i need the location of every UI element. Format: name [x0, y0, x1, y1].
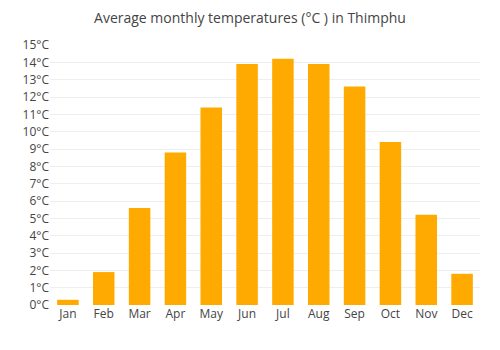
svg-text:Dec: Dec — [451, 305, 472, 322]
svg-text:Aug: Aug — [308, 305, 330, 322]
svg-text:8°C: 8°C — [29, 158, 49, 175]
svg-text:Sep: Sep — [344, 305, 365, 322]
svg-text:Mar: Mar — [128, 305, 150, 322]
svg-text:5°C: 5°C — [29, 210, 49, 227]
svg-text:Oct: Oct — [381, 305, 400, 322]
svg-text:3°C: 3°C — [29, 244, 49, 261]
svg-text:11°C: 11°C — [23, 106, 50, 123]
svg-text:13°C: 13°C — [23, 71, 50, 88]
svg-text:4°C: 4°C — [29, 227, 49, 244]
svg-text:14°C: 14°C — [23, 54, 50, 71]
svg-text:Nov: Nov — [415, 305, 437, 322]
svg-text:2°C: 2°C — [29, 262, 49, 279]
svg-text:Average monthly temperatures (: Average monthly temperatures (°C ) in Th… — [94, 8, 406, 27]
svg-text:May: May — [200, 305, 224, 322]
svg-text:Jul: Jul — [275, 305, 290, 322]
svg-text:7°C: 7°C — [29, 175, 49, 192]
svg-text:9°C: 9°C — [29, 140, 49, 157]
svg-text:Jan: Jan — [58, 305, 76, 322]
svg-text:10°C: 10°C — [23, 123, 50, 140]
svg-text:15°C: 15°C — [23, 36, 50, 53]
svg-text:1°C: 1°C — [29, 279, 49, 296]
svg-text:6°C: 6°C — [29, 192, 49, 209]
svg-text:Apr: Apr — [165, 305, 185, 322]
svg-text:0°C: 0°C — [29, 296, 49, 313]
svg-text:Feb: Feb — [94, 305, 114, 322]
svg-text:Jun: Jun — [237, 305, 256, 322]
svg-text:12°C: 12°C — [23, 88, 50, 105]
